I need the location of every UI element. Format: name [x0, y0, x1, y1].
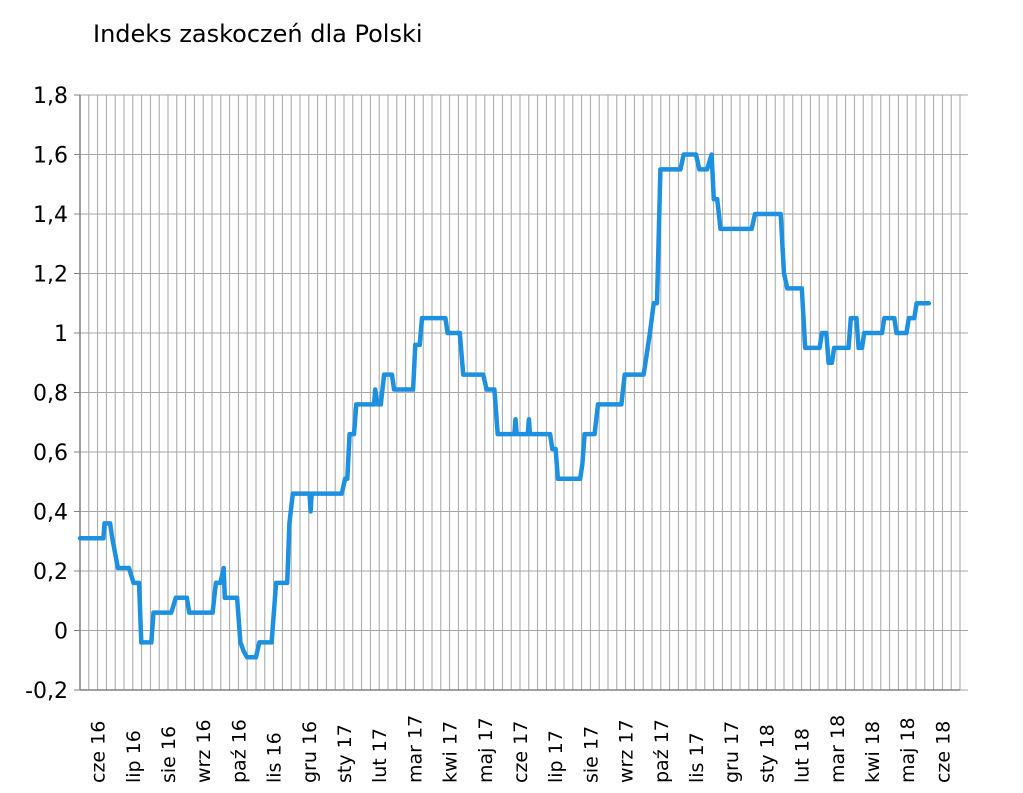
y-tick-label: 1	[54, 322, 68, 347]
x-tick-label: sty 18	[756, 724, 778, 783]
x-tick-label: cze 18	[932, 721, 954, 783]
x-tick-label: wrz 17	[616, 719, 638, 783]
x-tick-label: paź 17	[651, 719, 673, 783]
x-tick-label: gru 16	[299, 721, 321, 783]
x-tick-label: kwi 17	[440, 721, 462, 783]
y-tick-label: 0,2	[33, 560, 68, 585]
x-tick-label: lut 18	[792, 728, 814, 783]
y-tick-label: 0,4	[33, 501, 68, 526]
x-tick-label: maj 17	[475, 717, 497, 783]
x-tick-label: kwi 18	[862, 721, 884, 783]
x-tick-label: gru 17	[721, 721, 743, 783]
x-tick-label: sty 17	[334, 724, 356, 783]
x-tick-label: lip 17	[545, 730, 567, 783]
y-tick-label: -0,2	[25, 679, 68, 704]
x-tick-label: lip 16	[123, 730, 145, 783]
x-tick-label: mar 17	[404, 715, 426, 783]
x-tick-label: mar 18	[827, 715, 849, 783]
y-tick-label: 0,8	[33, 382, 68, 407]
x-tick-label: sie 16	[158, 726, 180, 783]
x-tick-label: cze 17	[510, 721, 532, 783]
x-tick-label: paź 16	[228, 719, 250, 783]
y-tick-label: 1,6	[33, 144, 68, 169]
y-tick-label: 0,6	[33, 441, 68, 466]
x-tick-label: lis 16	[264, 732, 286, 783]
y-tick-label: 1,8	[33, 84, 68, 109]
y-tick-label: 1,2	[33, 263, 68, 288]
series-line	[77, 152, 932, 660]
y-tick-label: 1,4	[33, 203, 68, 228]
x-tick-label: cze 16	[88, 721, 110, 783]
x-tick-label: lut 17	[369, 728, 391, 783]
x-tick-label: wrz 16	[193, 719, 215, 783]
chart-title: Indeks zaskoczeń dla Polski	[93, 20, 423, 48]
x-tick-label: lis 17	[686, 732, 708, 783]
x-tick-label: maj 18	[897, 717, 919, 783]
x-tick-label: sie 17	[580, 726, 602, 783]
y-tick-label: 0	[54, 620, 68, 645]
